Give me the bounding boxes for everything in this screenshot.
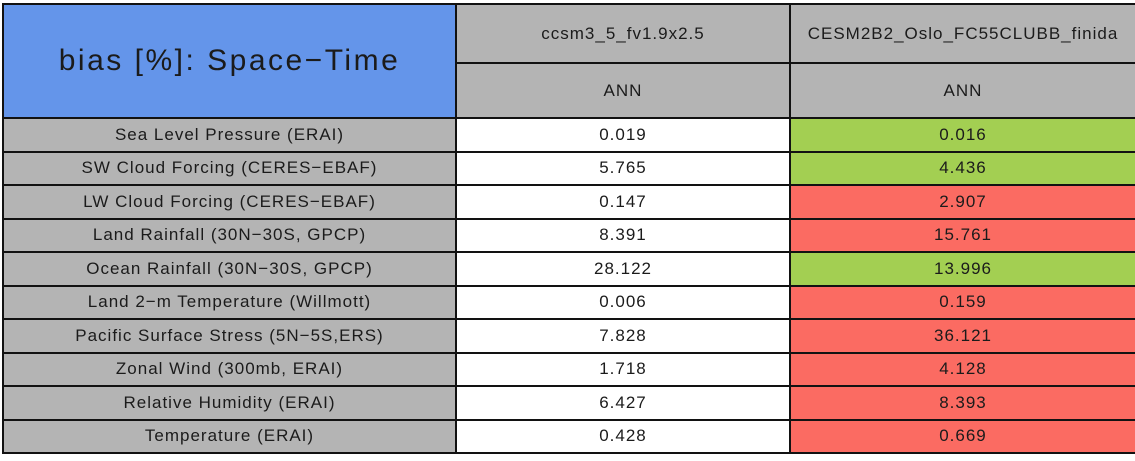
season-header-2: ANN	[789, 62, 1135, 119]
table-row: Relative Humidity (ERAI) 6.427 8.393	[2, 385, 1135, 421]
value-cell: 28.122	[455, 251, 791, 287]
row-label: LW Cloud Forcing (CERES−EBAF)	[2, 184, 457, 220]
table-row: Land 2−m Temperature (Willmott) 0.006 0.…	[2, 284, 1135, 320]
bias-metrics-table: bias [%]: Space−Time ccsm3_5_fv1.9x2.5 C…	[2, 3, 1135, 454]
value-cell: 0.428	[455, 418, 791, 454]
table-row: Temperature (ERAI) 0.428 0.669	[2, 418, 1135, 454]
table-row: Land Rainfall (30N−30S, GPCP) 8.391 15.7…	[2, 217, 1135, 253]
row-label: Temperature (ERAI)	[2, 418, 457, 454]
season-header-1: ANN	[455, 62, 791, 119]
row-label: Land 2−m Temperature (Willmott)	[2, 284, 457, 320]
row-label: Zonal Wind (300mb, ERAI)	[2, 351, 457, 387]
value-cell: 8.393	[789, 385, 1135, 421]
row-label: Relative Humidity (ERAI)	[2, 385, 457, 421]
model-header-2: CESM2B2_Oslo_FC55CLUBB_finida	[789, 3, 1135, 64]
value-cell: 15.761	[789, 217, 1135, 253]
table-row: LW Cloud Forcing (CERES−EBAF) 0.147 2.90…	[2, 184, 1135, 220]
value-cell: 1.718	[455, 351, 791, 387]
table-row: Zonal Wind (300mb, ERAI) 1.718 4.128	[2, 351, 1135, 387]
row-label: Pacific Surface Stress (5N−5S,ERS)	[2, 318, 457, 354]
header-row-models: bias [%]: Space−Time ccsm3_5_fv1.9x2.5 C…	[2, 3, 1135, 119]
table-row: SW Cloud Forcing (CERES−EBAF) 5.765 4.43…	[2, 150, 1135, 186]
value-cell: 2.907	[789, 184, 1135, 220]
row-label: SW Cloud Forcing (CERES−EBAF)	[2, 150, 457, 186]
value-cell: 0.669	[789, 418, 1135, 454]
value-cell: 0.159	[789, 284, 1135, 320]
value-cell: 0.006	[455, 284, 791, 320]
model-name: CESM2B2_Oslo_FC55CLUBB_finida	[807, 23, 1119, 43]
value-cell: 5.765	[455, 150, 791, 186]
value-cell: 4.436	[789, 150, 1135, 186]
table-row: Pacific Surface Stress (5N−5S,ERS) 7.828…	[2, 318, 1135, 354]
value-cell: 8.391	[455, 217, 791, 253]
row-label: Ocean Rainfall (30N−30S, GPCP)	[2, 251, 457, 287]
table-title-cell: bias [%]: Space−Time	[2, 3, 457, 119]
model-name: ccsm3_5_fv1.9x2.5	[541, 23, 705, 43]
value-cell: 6.427	[455, 385, 791, 421]
table-row: Sea Level Pressure (ERAI) 0.019 0.016	[2, 117, 1135, 153]
page-title: bias [%]: Space−Time	[58, 44, 401, 77]
value-cell: 0.147	[455, 184, 791, 220]
row-label: Sea Level Pressure (ERAI)	[2, 117, 457, 153]
value-cell: 7.828	[455, 318, 791, 354]
model-header-1: ccsm3_5_fv1.9x2.5	[455, 3, 791, 64]
row-label: Land Rainfall (30N−30S, GPCP)	[2, 217, 457, 253]
value-cell: 0.016	[789, 117, 1135, 153]
value-cell: 36.121	[789, 318, 1135, 354]
value-cell: 4.128	[789, 351, 1135, 387]
table-row: Ocean Rainfall (30N−30S, GPCP) 28.122 13…	[2, 251, 1135, 287]
value-cell: 13.996	[789, 251, 1135, 287]
value-cell: 0.019	[455, 117, 791, 153]
